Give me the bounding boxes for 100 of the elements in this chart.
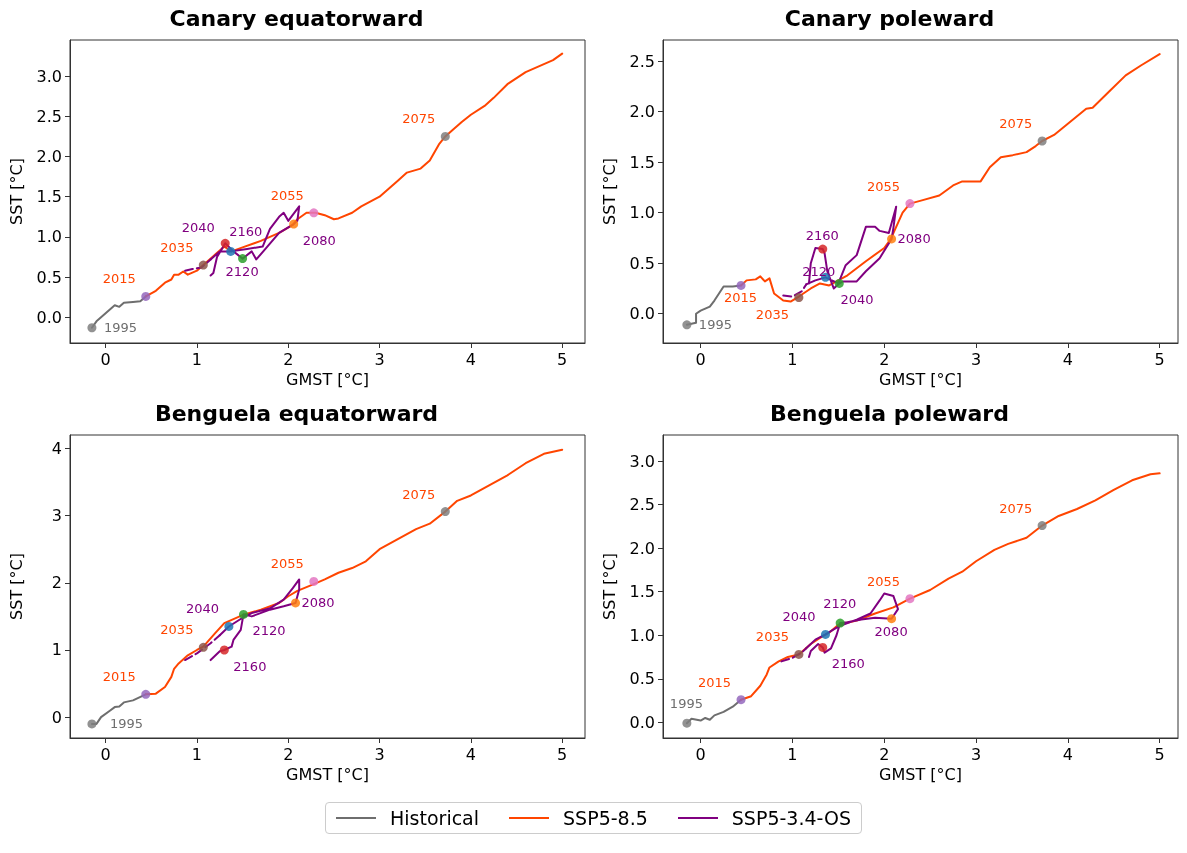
- annotation: 2015: [724, 290, 758, 306]
- x-tick-label: 3: [374, 349, 385, 369]
- point: [289, 219, 299, 229]
- y-tick-label: 0: [51, 707, 62, 727]
- x-tick-label: 4: [465, 349, 476, 369]
- x-tick-label: 3: [970, 349, 982, 369]
- annotation: 2055: [270, 187, 304, 203]
- y-tick-label: 0.5: [629, 669, 655, 689]
- x-axis-title: GMST [°C]: [879, 765, 962, 785]
- point: [141, 689, 151, 699]
- point: [309, 576, 319, 586]
- x-tick-label: 4: [1062, 349, 1073, 369]
- chart-title: Canary poleward: [784, 5, 995, 31]
- y-tick-label: 2.0: [629, 538, 655, 558]
- annotation: 2160: [229, 224, 263, 240]
- annotation: 2015: [102, 271, 136, 287]
- x-tick-label: 4: [465, 744, 476, 764]
- point: [794, 293, 804, 303]
- point: [291, 598, 301, 608]
- annotation: 2055: [270, 556, 304, 572]
- point: [220, 238, 230, 248]
- y-tick-label: 0.5: [36, 267, 62, 287]
- annotation: 2040: [181, 220, 215, 236]
- y-tick-label: 3: [51, 506, 62, 526]
- point: [818, 642, 828, 652]
- point: [239, 609, 248, 619]
- point: [198, 642, 208, 652]
- y-tick-label: 1.0: [629, 625, 655, 645]
- point: [835, 618, 845, 628]
- point: [682, 718, 692, 728]
- point: [736, 695, 746, 705]
- legend-label: SSP5-8.5: [563, 807, 648, 829]
- x-tick-label: 2: [879, 744, 890, 764]
- point: [309, 208, 319, 218]
- y-tick-label: 2.5: [629, 51, 655, 71]
- point: [224, 621, 234, 631]
- point: [198, 260, 208, 270]
- chart-title: Benguela equatorward: [154, 400, 439, 426]
- chart-title: Benguela poleward: [770, 400, 1009, 426]
- annotation: 2080: [897, 230, 931, 246]
- x-tick-label: 0: [100, 744, 111, 764]
- y-tick-label: 0.0: [629, 304, 655, 324]
- legend-label: Historical: [390, 807, 480, 829]
- annotation: 2015: [698, 674, 732, 690]
- point: [821, 629, 830, 639]
- legend-label: SSP5-3.4-OS: [731, 807, 851, 829]
- y-tick-label: 1.5: [36, 187, 62, 207]
- annotation: 2040: [840, 292, 874, 308]
- x-tick-label: 3: [970, 744, 982, 764]
- y-tick-label: 1.0: [36, 227, 62, 247]
- point: [794, 649, 804, 659]
- point: [736, 280, 746, 290]
- point: [818, 244, 828, 254]
- annotation: 1995: [103, 319, 138, 335]
- annotation: 2075: [999, 116, 1033, 131]
- annotation: 1995: [109, 715, 144, 731]
- point: [87, 323, 97, 333]
- point: [834, 278, 844, 288]
- annotation: 2160: [831, 656, 865, 672]
- annotation: 2035: [160, 622, 194, 638]
- point: [887, 614, 897, 624]
- x-tick-label: 4: [1062, 744, 1073, 764]
- x-tick-label: 0: [100, 349, 111, 369]
- y-axis-title: SST [°C]: [599, 553, 619, 620]
- point: [141, 291, 151, 301]
- annotation: 2080: [874, 623, 908, 639]
- x-tick-label: 5: [1154, 744, 1165, 764]
- annotation: 2120: [823, 596, 857, 612]
- annotation: 2160: [805, 228, 839, 244]
- chart-title: Canary equatorward: [169, 5, 424, 31]
- x-tick-label: 3: [374, 744, 385, 764]
- y-tick-label: 2.5: [629, 495, 655, 515]
- x-tick-label: 2: [283, 349, 294, 369]
- y-tick-label: 2.0: [629, 102, 655, 122]
- y-tick-label: 2: [51, 573, 62, 593]
- annotation: 2035: [755, 306, 789, 322]
- annotation: 2015: [102, 669, 136, 685]
- y-tick-label: 1.0: [629, 203, 655, 223]
- point: [682, 320, 692, 330]
- annotation: 2075: [402, 111, 436, 127]
- annotation: 2040: [185, 601, 219, 617]
- y-tick-label: 3.0: [629, 451, 655, 471]
- annotation: 2035: [160, 240, 194, 256]
- annotation: 1995: [669, 696, 703, 712]
- y-tick-label: 0.5: [629, 253, 655, 273]
- point: [905, 594, 915, 604]
- point: [238, 254, 248, 264]
- annotation: 2120: [225, 263, 259, 279]
- point: [905, 199, 915, 209]
- x-tick-label: 5: [557, 744, 568, 764]
- annotation: 2035: [755, 629, 789, 645]
- y-tick-label: 1.5: [629, 582, 655, 602]
- annotation: 2080: [301, 594, 335, 610]
- annotation: 2055: [866, 178, 901, 194]
- x-axis-title: GMST [°C]: [286, 765, 369, 785]
- x-axis-title: GMST [°C]: [879, 370, 962, 390]
- annotation: 2080: [302, 233, 336, 249]
- x-tick-label: 2: [879, 349, 890, 369]
- y-tick-label: 2.5: [36, 106, 62, 126]
- annotation: 2075: [402, 486, 436, 502]
